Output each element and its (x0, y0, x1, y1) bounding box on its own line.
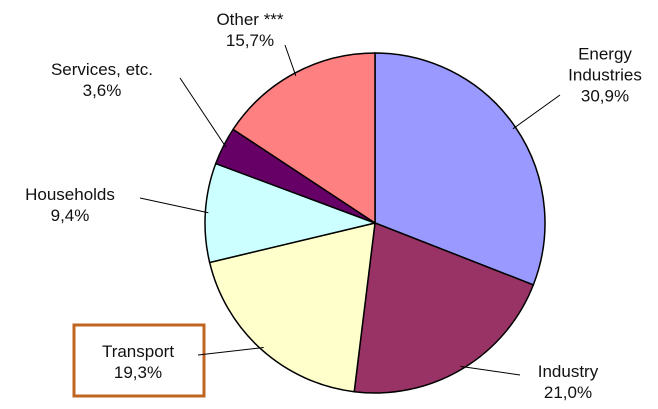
slice-label: Industry 21,0% (518, 361, 618, 403)
value-label: 21,0% (543, 383, 593, 402)
slice-label: Households 9,4% (5, 184, 135, 226)
pie-slice (353, 221, 535, 394)
leader-line (284, 44, 297, 77)
leader-line (139, 197, 209, 214)
category-label: Transport (101, 342, 175, 361)
slice-label: Energy Industries 30,9% (550, 44, 658, 107)
leader-line (512, 94, 561, 130)
value-label: 19,3% (113, 363, 163, 382)
leader-line (179, 77, 227, 148)
value-label: 3,6% (82, 81, 122, 100)
value-label: 15,7% (225, 31, 275, 50)
category-label: Energy Industries (568, 44, 642, 85)
value-label: 9,4% (50, 206, 90, 225)
value-label: 30,9% (580, 86, 630, 106)
category-label: Other *** (216, 10, 284, 29)
category-label: Services, etc. (50, 60, 154, 79)
slice-label: Transport 19,3% (78, 341, 198, 383)
highlight-box (72, 323, 206, 398)
slice-label: Other *** 15,7% (190, 9, 310, 51)
slice-label: Services, etc. 3,6% (27, 59, 177, 101)
category-label: Industry (537, 362, 599, 381)
leader-line (197, 346, 264, 356)
category-label: Households (25, 185, 115, 204)
pie-slice (208, 222, 376, 393)
leader-line (460, 365, 521, 376)
